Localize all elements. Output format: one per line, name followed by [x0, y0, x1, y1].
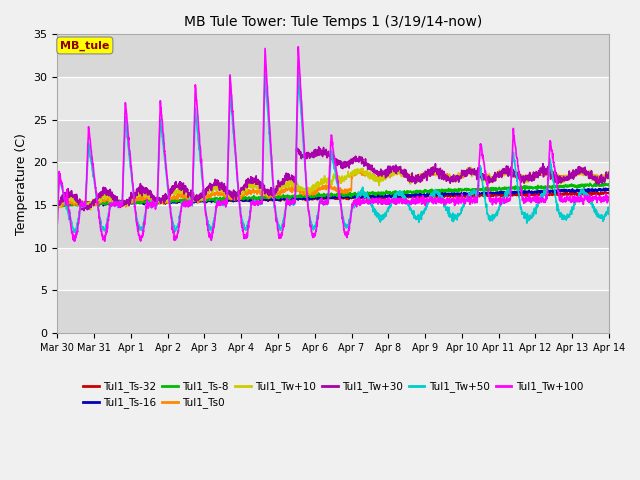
Bar [58, 35, 609, 77]
Bar [58, 77, 609, 120]
Title: MB Tule Tower: Tule Temps 1 (3/19/14-now): MB Tule Tower: Tule Temps 1 (3/19/14-now… [184, 15, 483, 29]
Bar [58, 290, 609, 333]
Bar [58, 248, 609, 290]
Y-axis label: Temperature (C): Temperature (C) [15, 133, 28, 235]
Text: MB_tule: MB_tule [60, 40, 109, 50]
Legend: Tul1_Ts-32, Tul1_Ts-16, Tul1_Ts-8, Tul1_Ts0, Tul1_Tw+10, Tul1_Tw+30, Tul1_Tw+50,: Tul1_Ts-32, Tul1_Ts-16, Tul1_Ts-8, Tul1_… [79, 377, 587, 413]
Bar [58, 120, 609, 162]
Bar [58, 162, 609, 205]
Bar [58, 205, 609, 248]
